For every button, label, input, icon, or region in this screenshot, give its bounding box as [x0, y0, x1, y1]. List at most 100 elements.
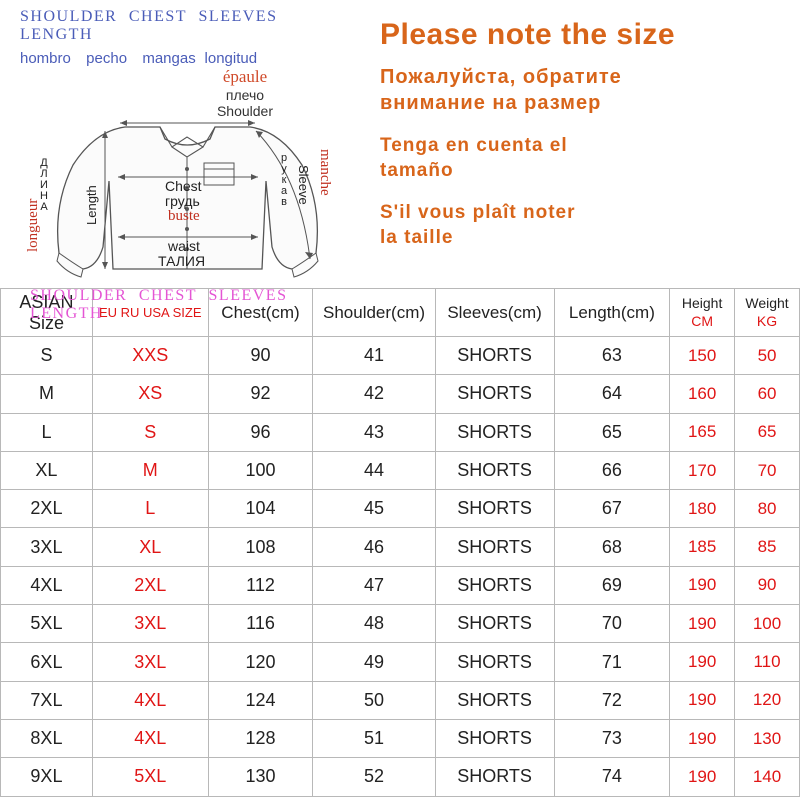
- table-cell: 180: [670, 490, 735, 528]
- ftr-shoulder: SHOULDER: [30, 287, 127, 304]
- table-cell: SHORTS: [435, 681, 554, 719]
- table-cell: 74: [554, 758, 670, 796]
- table-cell: 92: [208, 375, 313, 413]
- table-cell: SHORTS: [435, 451, 554, 489]
- table-row: XLM10044SHORTS6617070: [1, 451, 800, 489]
- table-cell: SHORTS: [435, 758, 554, 796]
- table-cell: 190: [670, 719, 735, 757]
- table-cell: 150: [670, 337, 735, 375]
- label-buste: buste: [168, 209, 200, 224]
- notice-es1: Tenga en cuenta el: [380, 135, 568, 156]
- table-cell: SHORTS: [435, 719, 554, 757]
- table-cell: 170: [670, 451, 735, 489]
- table-cell: 96: [208, 413, 313, 451]
- table-cell: 116: [208, 605, 313, 643]
- table-cell: 90: [735, 566, 800, 604]
- table-cell: 108: [208, 528, 313, 566]
- table-cell: 51: [313, 719, 435, 757]
- table-cell: 120: [735, 681, 800, 719]
- table-cell: 112: [208, 566, 313, 604]
- table-cell: 9XL: [1, 758, 93, 796]
- label-length: Length: [85, 185, 98, 225]
- label-chest-en: Chest: [165, 179, 202, 193]
- diagram-area: SHOULDER CHEST SLEEVES LENGTH hombro pec…: [0, 0, 370, 288]
- table-cell: 4XL: [92, 681, 208, 719]
- table-cell: 190: [670, 566, 735, 604]
- th-weight-label: Weight: [745, 295, 788, 311]
- th-height-unit: CM: [670, 313, 734, 331]
- table-cell: 71: [554, 643, 670, 681]
- label-waist: waist: [168, 239, 200, 253]
- label-talia: ТАЛИЯ: [158, 254, 205, 268]
- top-section: SHOULDER CHEST SLEEVES LENGTH hombro pec…: [0, 0, 800, 288]
- table-cell: 190: [670, 681, 735, 719]
- ftr-length: LENGTH: [30, 305, 103, 322]
- table-cell: 68: [554, 528, 670, 566]
- table-cell: XL: [92, 528, 208, 566]
- table-cell: 2XL: [92, 566, 208, 604]
- table-cell: 124: [208, 681, 313, 719]
- table-row: 7XL4XL12450SHORTS72190120: [1, 681, 800, 719]
- label-chest-ru: грудь: [165, 194, 200, 208]
- sub-mangas: mangas: [142, 50, 200, 67]
- diagram-sub-es: hombro pecho mangas longitud: [20, 50, 360, 67]
- table-row: 4XL2XL11247SHORTS6919090: [1, 566, 800, 604]
- table-cell: L: [92, 490, 208, 528]
- table-row: 8XL4XL12851SHORTS73190130: [1, 719, 800, 757]
- table-cell: 63: [554, 337, 670, 375]
- table-cell: 90: [208, 337, 313, 375]
- th-sleeves: Sleeves(cm): [435, 289, 554, 337]
- table-cell: 44: [313, 451, 435, 489]
- table-cell: 6XL: [1, 643, 93, 681]
- notice-es2: tamaño: [380, 160, 454, 181]
- table-cell: SHORTS: [435, 337, 554, 375]
- table-cell: 64: [554, 375, 670, 413]
- table-cell: 3XL: [92, 605, 208, 643]
- table-cell: 65: [554, 413, 670, 451]
- th-length: Length(cm): [554, 289, 670, 337]
- table-cell: XXS: [92, 337, 208, 375]
- table-row: 5XL3XL11648SHORTS70190100: [1, 605, 800, 643]
- table-cell: SHORTS: [435, 605, 554, 643]
- table-cell: 190: [670, 643, 735, 681]
- table-cell: 46: [313, 528, 435, 566]
- table-cell: 104: [208, 490, 313, 528]
- size-table: ASIAN Size EU RU USA SIZE Chest(cm) Shou…: [0, 288, 800, 797]
- table-cell: 120: [208, 643, 313, 681]
- table-cell: 50: [313, 681, 435, 719]
- notice-main: Please note the size: [380, 18, 790, 52]
- table-cell: XL: [1, 451, 93, 489]
- table-cell: 7XL: [1, 681, 93, 719]
- label-epaule: épaule: [130, 67, 360, 87]
- diagram-header: SHOULDER CHEST SLEEVES LENGTH: [20, 8, 360, 44]
- table-cell: 110: [735, 643, 800, 681]
- table-cell: 3XL: [92, 643, 208, 681]
- table-cell: 45: [313, 490, 435, 528]
- table-cell: SHORTS: [435, 643, 554, 681]
- sub-hombro: hombro: [20, 50, 82, 67]
- table-cell: 4XL: [1, 566, 93, 604]
- table-cell: 5XL: [92, 758, 208, 796]
- label-rukav: рукав: [278, 152, 289, 207]
- notice-ru: Пожалуйста, обратите внимание на размер: [380, 64, 790, 116]
- table-cell: L: [1, 413, 93, 451]
- table-cell: M: [92, 451, 208, 489]
- diagram-footer: SHOULDER CHEST SLEEVES LENGTH: [30, 287, 360, 323]
- table-cell: 100: [735, 605, 800, 643]
- table-cell: 130: [208, 758, 313, 796]
- notice-fr2: la taille: [380, 227, 453, 248]
- table-cell: 4XL: [92, 719, 208, 757]
- table-cell: SHORTS: [435, 528, 554, 566]
- table-cell: 128: [208, 719, 313, 757]
- table-cell: 165: [670, 413, 735, 451]
- table-cell: 3XL: [1, 528, 93, 566]
- hdr-shoulder: SHOULDER: [20, 8, 117, 25]
- table-cell: SHORTS: [435, 490, 554, 528]
- table-cell: 67: [554, 490, 670, 528]
- table-cell: 100: [208, 451, 313, 489]
- table-cell: 52: [313, 758, 435, 796]
- table-cell: 42: [313, 375, 435, 413]
- table-cell: 160: [670, 375, 735, 413]
- notice-fr: S'il vous plaît noter la taille: [380, 201, 790, 250]
- table-cell: 49: [313, 643, 435, 681]
